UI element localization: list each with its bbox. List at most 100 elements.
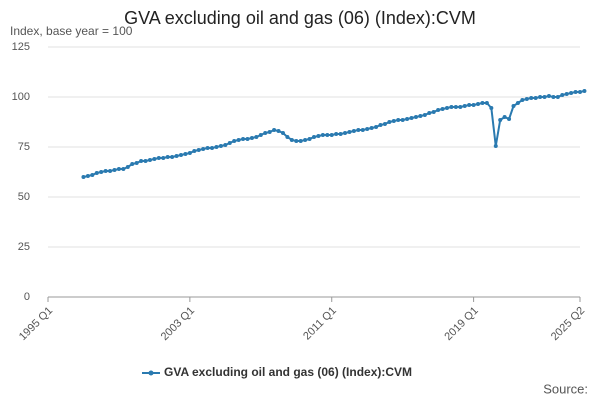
y-tick-label: 0: [24, 291, 30, 303]
data-point: [130, 162, 135, 166]
data-point: [356, 128, 361, 132]
data-point: [418, 114, 423, 118]
data-point: [90, 173, 95, 177]
y-tick-label: 100: [12, 91, 30, 103]
data-point: [272, 128, 277, 132]
data-point: [94, 171, 99, 175]
data-point: [511, 104, 516, 108]
data-point: [179, 153, 183, 157]
data-point: [334, 132, 339, 136]
data-point: [409, 116, 414, 120]
data-point: [187, 151, 192, 155]
data-point: [201, 147, 206, 151]
y-tick-label: 125: [12, 41, 30, 53]
data-point: [431, 110, 436, 114]
data-point: [85, 174, 90, 178]
data-point: [254, 135, 259, 139]
data-point: [453, 105, 458, 109]
data-point: [400, 118, 405, 122]
data-point: [223, 143, 228, 147]
data-point: [391, 119, 396, 123]
data-point: [99, 170, 104, 174]
data-point: [560, 93, 565, 97]
data-point: [280, 131, 285, 135]
data-point: [320, 133, 325, 137]
data-point: [108, 169, 113, 173]
data-point: [134, 161, 139, 165]
data-point: [422, 113, 427, 117]
data-point: [325, 133, 330, 137]
data-point: [116, 167, 121, 171]
data-point: [360, 128, 365, 132]
data-point: [551, 95, 556, 99]
data-point: [232, 139, 237, 143]
data-point: [471, 103, 476, 107]
data-point: [533, 96, 538, 100]
data-point: [143, 159, 148, 163]
data-point: [263, 131, 268, 135]
data-point: [338, 132, 343, 136]
data-point: [267, 130, 272, 134]
data-point: [258, 133, 263, 137]
data-point: [112, 168, 117, 172]
data-point: [156, 156, 161, 160]
data-point: [378, 123, 383, 127]
data-point: [524, 97, 529, 101]
data-point: [152, 157, 157, 161]
data-point: [174, 154, 179, 158]
data-point: [236, 138, 241, 142]
data-point: [382, 122, 387, 126]
x-tick-label: 1995 Q1: [17, 305, 55, 343]
data-point: [294, 139, 299, 143]
x-tick-label: 2025 Q2: [549, 305, 587, 343]
data-point: [484, 101, 489, 105]
data-point: [529, 96, 534, 100]
data-point: [170, 155, 175, 159]
data-point: [227, 141, 232, 145]
data-point: [498, 118, 503, 122]
data-point: [520, 98, 525, 102]
data-point: [564, 92, 569, 96]
data-point: [440, 107, 445, 111]
data-point: [205, 146, 210, 150]
data-point: [542, 95, 547, 99]
x-tick-label: 2003 Q1: [159, 305, 197, 343]
data-point: [369, 126, 374, 130]
data-point: [467, 103, 472, 107]
data-point: [396, 118, 401, 122]
data-point: [298, 139, 303, 143]
data-point: [249, 136, 254, 140]
data-point: [125, 165, 130, 169]
series-line: [83, 90, 585, 178]
data-point: [462, 104, 467, 108]
data-point: [445, 106, 449, 110]
data-point: [493, 144, 498, 148]
chart-title: GVA excluding oil and gas (06) (Index):C…: [124, 8, 476, 28]
data-point: [365, 127, 370, 131]
x-tick-label: 2019 Q1: [442, 305, 480, 343]
data-point: [387, 120, 392, 124]
data-point: [507, 117, 512, 121]
y-tick-label: 25: [18, 241, 30, 253]
data-point: [538, 95, 543, 99]
data-point: [489, 106, 494, 110]
y-tick-label: 50: [18, 191, 30, 203]
data-point: [165, 155, 170, 159]
data-point: [413, 115, 418, 119]
data-point: [276, 129, 281, 133]
data-point: [436, 108, 441, 112]
data-point: [515, 101, 520, 105]
data-point: [347, 130, 352, 134]
data-point: [210, 146, 215, 150]
data-point: [329, 133, 334, 137]
data-point: [351, 129, 356, 133]
data-point: [578, 90, 582, 94]
data-point: [582, 89, 587, 93]
data-point: [502, 115, 507, 119]
data-point: [427, 111, 432, 115]
legend-marker: [148, 370, 154, 376]
data-point: [139, 159, 144, 163]
data-point: [555, 95, 560, 99]
data-point: [161, 156, 166, 160]
